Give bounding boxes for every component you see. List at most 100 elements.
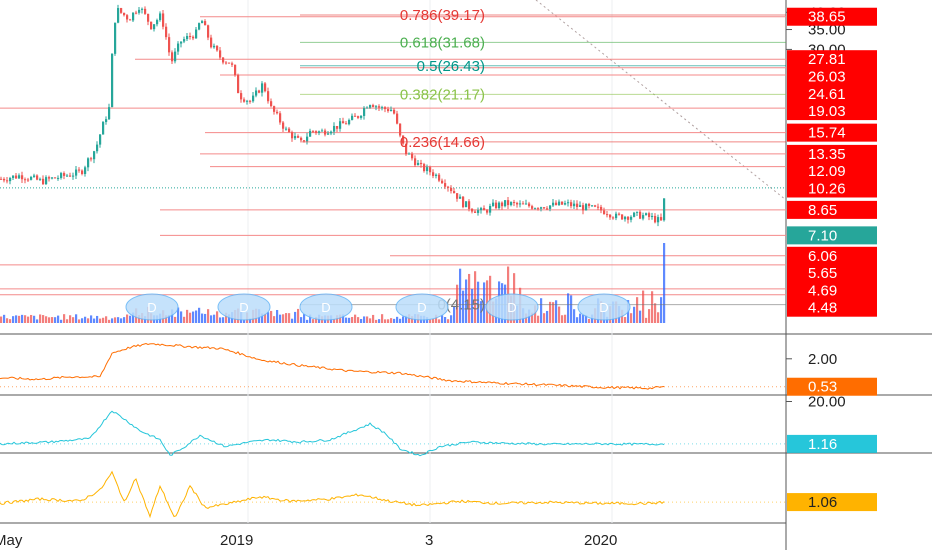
candle-body — [543, 207, 546, 209]
volume-bar — [567, 293, 570, 323]
candle-body — [276, 111, 279, 114]
candle-body — [396, 113, 399, 124]
candle-body — [300, 137, 303, 141]
volume-bar — [174, 316, 177, 323]
volume-bar — [189, 312, 192, 323]
volume-bar — [393, 318, 396, 323]
volume-bar — [624, 317, 627, 323]
candle-body — [270, 101, 273, 107]
volume-bar — [117, 317, 120, 323]
candle-body — [87, 158, 90, 168]
volume-bar — [54, 317, 57, 323]
fib-level-label: 0.5(26.43) — [417, 58, 485, 75]
volume-bar — [444, 317, 447, 323]
volume-bar — [546, 310, 549, 323]
fibonacci-levels[interactable]: 0.786(39.17) 0.618(31.68) 0.5(26.43) 0.382(… — [300, 7, 786, 314]
candle-body — [534, 208, 537, 210]
candle-body — [537, 208, 540, 210]
horizontal-levels[interactable] — [0, 16, 786, 296]
candle-body — [420, 162, 423, 165]
candle-body — [426, 167, 429, 172]
candle-body — [582, 205, 585, 211]
candle-body — [594, 205, 597, 207]
time-tick-label: May — [0, 532, 23, 549]
candle-body — [225, 62, 228, 64]
volume-bar — [387, 319, 390, 323]
candle-body — [597, 206, 600, 208]
trendline[interactable] — [535, 0, 787, 201]
volume-bar — [549, 301, 552, 323]
candle-body — [372, 105, 375, 107]
candle-body — [99, 134, 102, 145]
candle-body — [117, 8, 120, 23]
volume-bar — [369, 318, 372, 323]
dividend-marker[interactable] — [577, 293, 631, 321]
dividend-marker-label: D — [599, 300, 608, 315]
candle-body — [435, 174, 438, 176]
candle-body — [456, 193, 459, 199]
price-tag-label: 27.81 — [808, 51, 846, 68]
volume-bar — [9, 319, 12, 323]
volume-bar — [456, 284, 459, 323]
volume-bar — [375, 319, 378, 323]
candle-body — [216, 45, 219, 51]
volume-bar — [357, 317, 360, 323]
candle-body — [471, 208, 474, 212]
candle-body — [588, 203, 591, 206]
volume-bar — [639, 310, 642, 323]
volume-bar — [288, 313, 291, 323]
volume-bar — [279, 314, 282, 323]
candle-body — [9, 177, 12, 182]
candle-body — [180, 41, 183, 44]
volume-bar — [315, 316, 318, 323]
candle-body — [591, 205, 594, 207]
volume-bar — [480, 301, 483, 323]
indicator-line — [0, 470, 665, 519]
dividend-marker-label: D — [417, 300, 426, 315]
price-tag-label: 5.65 — [808, 265, 837, 282]
volume-bar — [213, 314, 216, 323]
candle-body — [243, 99, 246, 102]
volume-bar — [399, 318, 402, 323]
candle-body — [564, 203, 567, 205]
volume-bar — [75, 314, 78, 323]
candle-body — [447, 186, 450, 188]
volume-bar — [390, 318, 393, 323]
volume-bar — [483, 282, 486, 323]
candle-body — [231, 63, 234, 65]
volume-bar — [69, 315, 72, 323]
candle-body — [285, 128, 288, 130]
volume-bar — [30, 314, 33, 323]
dividend-marker[interactable] — [125, 293, 179, 321]
dividend-marker[interactable] — [395, 293, 449, 321]
candle-body — [393, 109, 396, 114]
volume-bar — [564, 314, 567, 323]
candle-body — [627, 216, 630, 220]
volume-bar — [27, 316, 30, 323]
volume-bar — [471, 288, 474, 323]
dividend-marker[interactable] — [299, 293, 353, 321]
volume-bar — [102, 317, 105, 323]
volume-bar — [267, 312, 270, 323]
volume-bar — [540, 298, 543, 323]
fib-level-label: 0.786(39.17) — [400, 7, 485, 24]
candle-body — [234, 64, 237, 76]
volume-bar — [3, 314, 6, 323]
candle-body — [378, 106, 381, 108]
candle-body — [189, 35, 192, 37]
fib-level-label: 0(4.15) — [437, 297, 485, 314]
candle-body — [399, 123, 402, 136]
price-tag — [787, 102, 877, 121]
dividend-marker[interactable] — [217, 293, 271, 321]
price-tag — [787, 298, 877, 317]
candle-body — [306, 136, 309, 142]
volume-bar — [432, 318, 435, 323]
dividend-marker[interactable] — [485, 293, 539, 321]
candle-body — [468, 201, 471, 209]
price-tag-label: 7.10 — [808, 227, 837, 244]
candle-body — [354, 115, 357, 117]
candle-body — [108, 107, 111, 120]
candle-body — [81, 170, 84, 174]
